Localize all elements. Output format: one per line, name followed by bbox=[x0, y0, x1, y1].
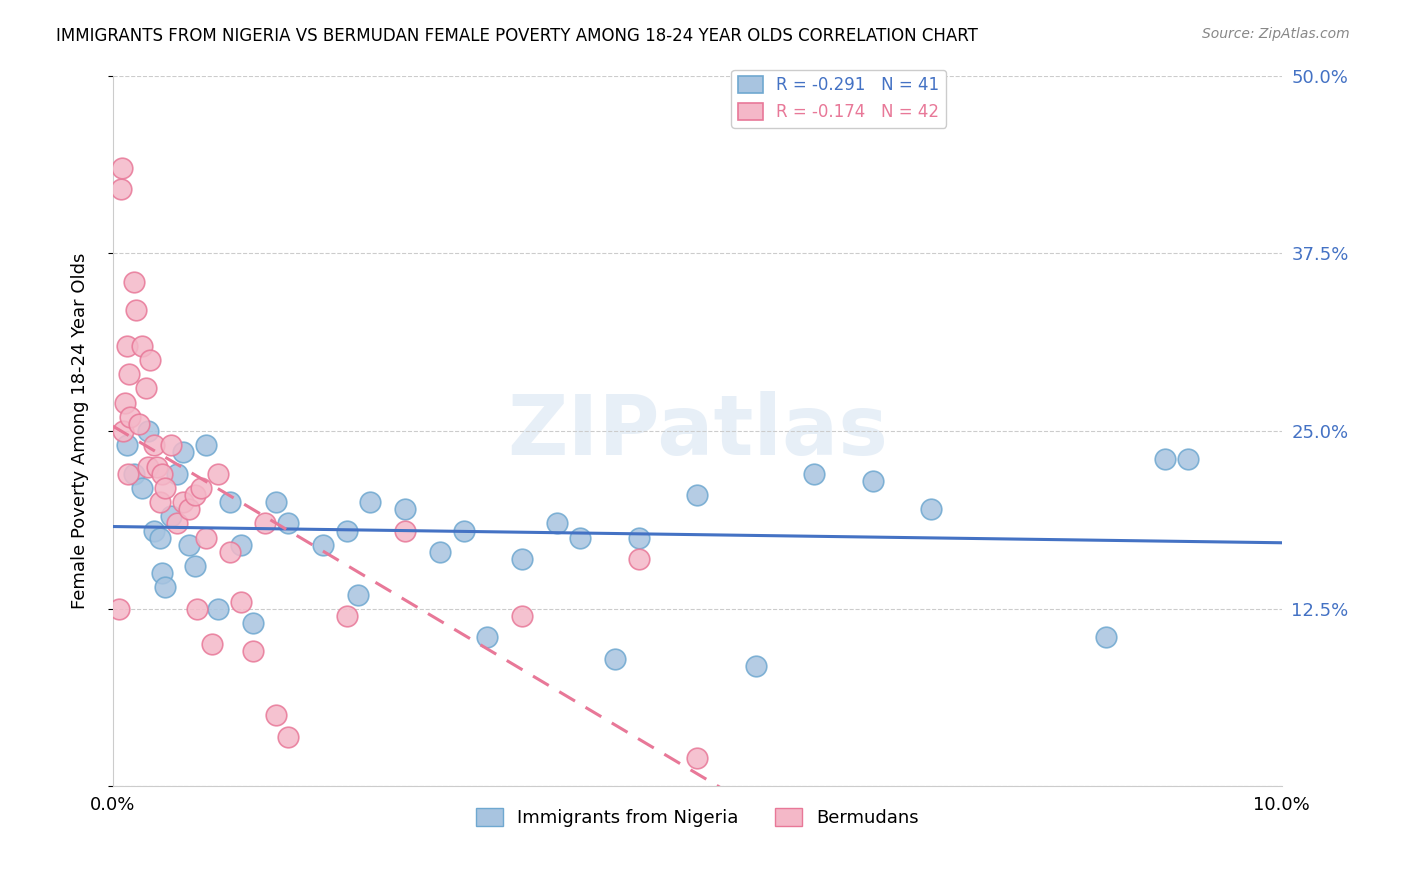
Point bbox=[266, 495, 288, 509]
Point bbox=[686, 751, 709, 765]
Point bbox=[207, 467, 229, 481]
Point bbox=[218, 495, 240, 509]
Point bbox=[136, 424, 159, 438]
Point bbox=[122, 467, 145, 481]
Text: ZIPatlas: ZIPatlas bbox=[506, 391, 887, 472]
Point bbox=[122, 275, 145, 289]
Point bbox=[231, 594, 253, 608]
Point bbox=[627, 552, 650, 566]
Point bbox=[394, 502, 416, 516]
Point bbox=[150, 566, 173, 581]
Point bbox=[231, 538, 253, 552]
Point bbox=[336, 608, 359, 623]
Point bbox=[183, 559, 205, 574]
Y-axis label: Female Poverty Among 18-24 Year Olds: Female Poverty Among 18-24 Year Olds bbox=[72, 252, 89, 609]
Point bbox=[195, 438, 218, 452]
Point bbox=[862, 474, 884, 488]
Point bbox=[207, 601, 229, 615]
Point bbox=[128, 417, 150, 431]
Point bbox=[1095, 630, 1118, 644]
Point bbox=[312, 538, 335, 552]
Point bbox=[510, 608, 533, 623]
Point bbox=[155, 481, 177, 495]
Point bbox=[146, 459, 169, 474]
Point bbox=[347, 588, 370, 602]
Point bbox=[177, 502, 200, 516]
Point bbox=[394, 524, 416, 538]
Point bbox=[107, 601, 129, 615]
Point bbox=[136, 459, 159, 474]
Point bbox=[336, 524, 359, 538]
Point bbox=[190, 481, 212, 495]
Point bbox=[803, 467, 825, 481]
Legend: Immigrants from Nigeria, Bermudans: Immigrants from Nigeria, Bermudans bbox=[468, 800, 927, 834]
Point bbox=[1153, 452, 1175, 467]
Point bbox=[453, 524, 475, 538]
Point bbox=[114, 395, 136, 409]
Point bbox=[131, 339, 153, 353]
Point bbox=[110, 182, 132, 196]
Point bbox=[160, 438, 183, 452]
Point bbox=[253, 516, 276, 531]
Text: IMMIGRANTS FROM NIGERIA VS BERMUDAN FEMALE POVERTY AMONG 18-24 YEAR OLDS CORRELA: IMMIGRANTS FROM NIGERIA VS BERMUDAN FEMA… bbox=[56, 27, 979, 45]
Point bbox=[277, 730, 299, 744]
Point bbox=[242, 615, 264, 630]
Point bbox=[195, 531, 218, 545]
Point bbox=[149, 531, 172, 545]
Point bbox=[115, 339, 138, 353]
Point bbox=[1177, 452, 1199, 467]
Point bbox=[686, 488, 709, 502]
Point bbox=[117, 467, 139, 481]
Point bbox=[183, 488, 205, 502]
Point bbox=[605, 651, 627, 665]
Point bbox=[131, 481, 153, 495]
Point bbox=[112, 424, 135, 438]
Point bbox=[359, 495, 381, 509]
Point bbox=[166, 516, 188, 531]
Point bbox=[118, 367, 141, 381]
Point bbox=[277, 516, 299, 531]
Point bbox=[186, 601, 208, 615]
Point bbox=[569, 531, 592, 545]
Point bbox=[150, 467, 173, 481]
Point bbox=[177, 538, 200, 552]
Point bbox=[166, 467, 188, 481]
Point bbox=[155, 581, 177, 595]
Point bbox=[510, 552, 533, 566]
Point bbox=[111, 161, 134, 175]
Point bbox=[627, 531, 650, 545]
Text: Source: ZipAtlas.com: Source: ZipAtlas.com bbox=[1202, 27, 1350, 41]
Point bbox=[266, 708, 288, 723]
Point bbox=[149, 495, 172, 509]
Point bbox=[135, 381, 157, 395]
Point bbox=[115, 438, 138, 452]
Point bbox=[172, 445, 194, 459]
Point bbox=[142, 524, 165, 538]
Point bbox=[201, 637, 224, 651]
Point bbox=[120, 409, 142, 424]
Point bbox=[218, 545, 240, 559]
Point bbox=[546, 516, 568, 531]
Point bbox=[125, 303, 148, 318]
Point bbox=[142, 438, 165, 452]
Point bbox=[745, 658, 768, 673]
Point bbox=[242, 644, 264, 658]
Point bbox=[920, 502, 942, 516]
Point bbox=[475, 630, 498, 644]
Point bbox=[139, 352, 162, 367]
Point bbox=[160, 509, 183, 524]
Point bbox=[429, 545, 451, 559]
Point bbox=[172, 495, 194, 509]
